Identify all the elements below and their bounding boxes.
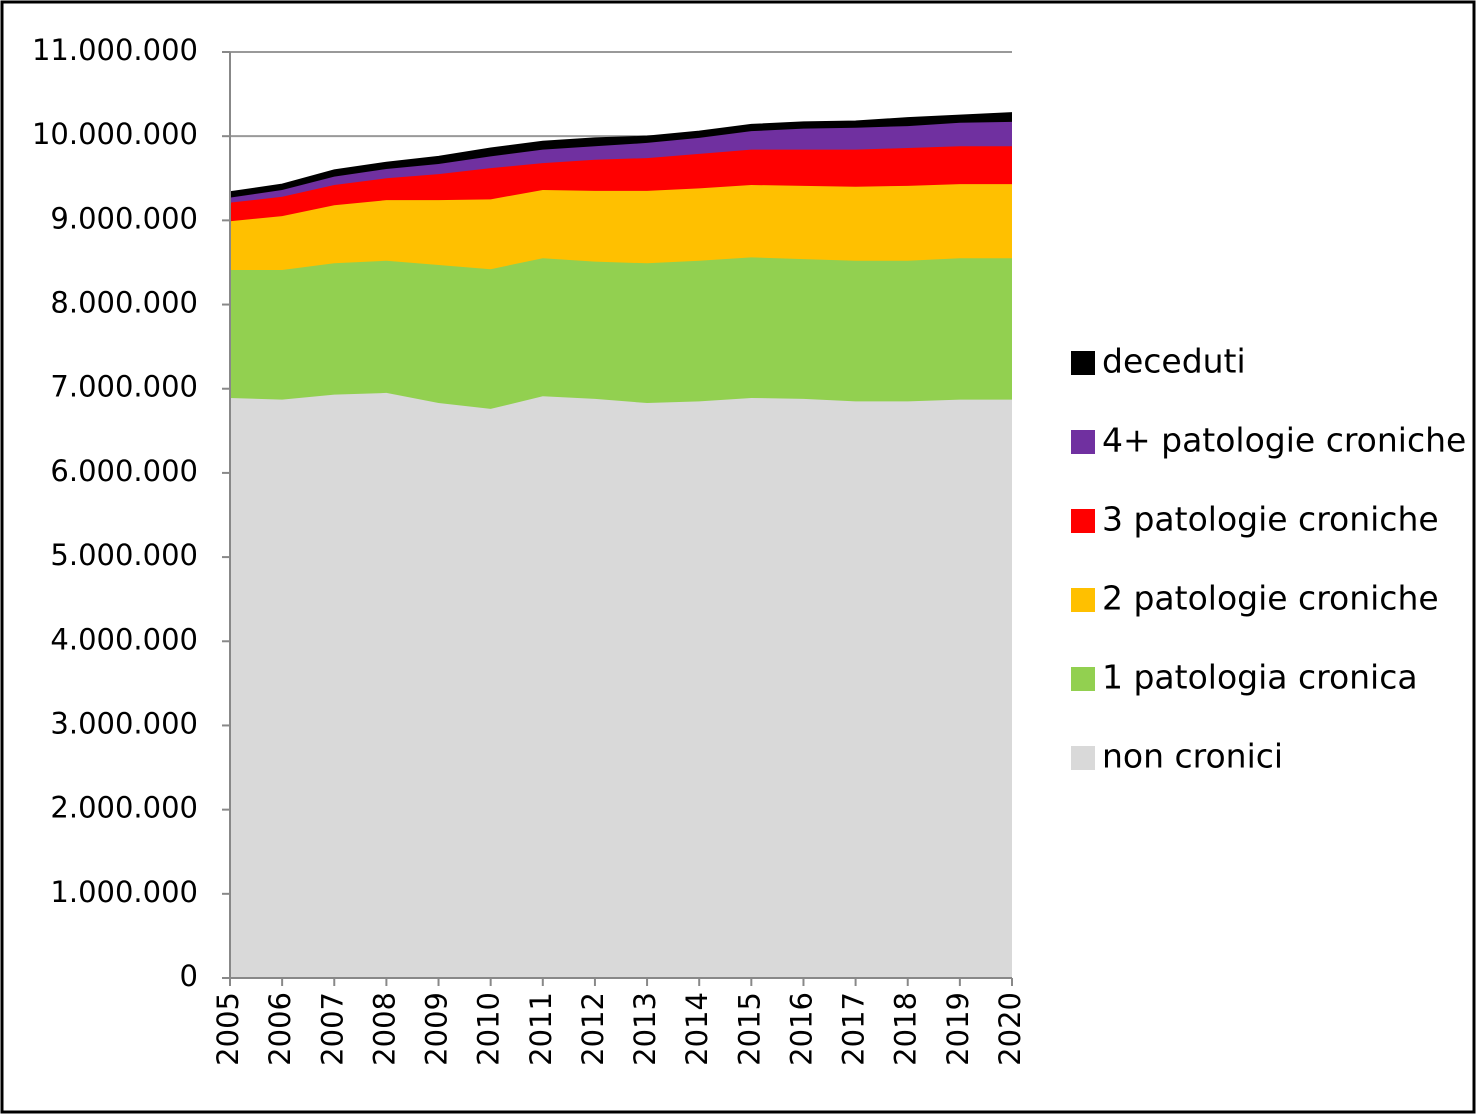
legend-label: 3 patologie croniche [1102, 500, 1439, 539]
x-tick-label: 2006 [263, 992, 297, 1066]
area-fill [230, 257, 1012, 409]
legend-label: deceduti [1102, 342, 1246, 381]
x-tick-label: 2014 [680, 992, 714, 1066]
legend-swatch [1071, 588, 1095, 612]
area-fill [230, 146, 1012, 222]
legend-swatch [1071, 509, 1095, 533]
y-tick-label: 0 [180, 959, 198, 993]
legend-swatch [1071, 351, 1095, 375]
y-tick-label: 2.000.000 [50, 791, 198, 825]
legend-swatch [1071, 746, 1095, 770]
y-tick-label: 3.000.000 [50, 706, 198, 740]
x-tick-label: 2005 [211, 992, 245, 1066]
legend-label: 1 patologia cronica [1102, 658, 1418, 697]
x-tick-label: 2018 [889, 992, 923, 1066]
legend-label: 4+ patologie croniche [1102, 421, 1466, 460]
x-tick-label: 2010 [472, 992, 506, 1066]
x-tick-label: 2015 [732, 992, 766, 1066]
x-tick-label: 2008 [367, 992, 401, 1066]
area-fill [230, 121, 1012, 203]
x-tick-label: 2020 [993, 992, 1027, 1066]
legend-swatch [1071, 667, 1095, 691]
legend-label: 2 patologie croniche [1102, 579, 1439, 618]
y-tick-label: 1.000.000 [50, 875, 198, 909]
y-tick-label: 8.000.000 [50, 286, 198, 320]
area-fill [230, 112, 1012, 198]
y-tick-label: 9.000.000 [50, 201, 198, 235]
x-tick-label: 2012 [576, 992, 610, 1066]
area-top [229, 112, 1013, 193]
area-fill [230, 184, 1012, 271]
x-tick-label: 2011 [524, 992, 558, 1066]
area-top [229, 121, 1013, 199]
y-tick-label: 7.000.000 [50, 370, 198, 404]
y-tick-label: 6.000.000 [50, 454, 198, 488]
y-tick-label: 10.000.000 [32, 117, 198, 151]
y-tick-label: 5.000.000 [50, 538, 198, 572]
y-tick-label: 4.000.000 [50, 622, 198, 656]
x-tick-label: 2016 [784, 992, 818, 1066]
x-tick-label: 2009 [420, 992, 454, 1066]
area-fill [230, 392, 1012, 978]
x-tick-label: 2019 [941, 992, 975, 1066]
x-tick-label: 2013 [628, 992, 662, 1066]
y-tick-label: 11.000.000 [32, 33, 198, 67]
x-tick-label: 2017 [837, 992, 871, 1066]
legend-swatch [1071, 430, 1095, 454]
x-tick-label: 2007 [315, 992, 349, 1066]
legend-label: non cronici [1102, 737, 1283, 776]
